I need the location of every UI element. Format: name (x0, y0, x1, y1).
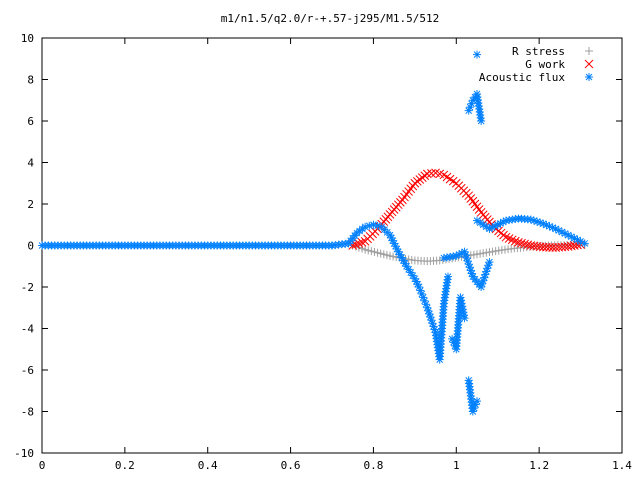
point (580, 239, 589, 248)
point (464, 106, 473, 115)
x-tick-label: 0.6 (281, 459, 301, 472)
legend-marker (584, 59, 594, 69)
point (427, 169, 436, 178)
point (548, 243, 557, 252)
x-tick-label: 0.2 (115, 459, 135, 472)
axes: 0 0.2 0.4 0.6 0.8 1 1.2 1.4 -10 -8 -6 -4 -2 0 2 4 6 8 10 (14, 32, 632, 472)
point (545, 222, 554, 231)
y-tick-label: 2 (27, 198, 34, 211)
point (570, 234, 579, 243)
point (510, 236, 520, 246)
y-tick-label: 10 (21, 32, 34, 45)
legend-label: R stress (512, 45, 565, 58)
point (444, 272, 452, 281)
y-tick-label: -6 (21, 364, 34, 377)
point (348, 241, 358, 250)
point (357, 238, 367, 247)
point (477, 117, 486, 125)
y-tick-label: 6 (27, 115, 34, 128)
x-tick-label: 1.4 (612, 459, 632, 472)
point (470, 404, 479, 413)
point (473, 397, 481, 406)
y-tick-label: -2 (21, 281, 34, 294)
chart-title: m1/n1.5/q2.0/r-+.57-j295/M1.5/512 (221, 12, 440, 25)
point (468, 407, 477, 416)
y-tick-label: 4 (27, 157, 34, 170)
legend-marker (585, 73, 593, 81)
point (467, 99, 476, 108)
y-tick-label: -10 (14, 447, 34, 460)
point (419, 293, 428, 302)
y-tick-label: 8 (27, 74, 34, 87)
x-tick-label: 0.8 (363, 459, 383, 472)
series-g-work (348, 168, 585, 252)
point (416, 286, 425, 295)
point (460, 314, 469, 323)
y-tick-label: -8 (21, 406, 34, 419)
point (504, 234, 514, 243)
legend-label: Acoustic flux (479, 71, 565, 84)
point (473, 50, 481, 59)
point (471, 400, 480, 409)
series-acoustic-flux (38, 50, 589, 416)
point (417, 289, 426, 298)
point (415, 283, 423, 291)
data-marks (38, 50, 589, 416)
y-tick-label: -4 (21, 323, 35, 336)
point (466, 103, 475, 112)
point (501, 232, 511, 242)
point (354, 239, 364, 248)
x-tick-label: 1.2 (529, 459, 549, 472)
x-tick-label: 0.4 (198, 459, 218, 472)
legend-marker (585, 47, 593, 55)
point (507, 235, 517, 245)
y-tick-label: 0 (27, 240, 34, 253)
legend-label: G work (525, 58, 565, 71)
x-tick-label: 1 (453, 459, 460, 472)
point (361, 222, 370, 231)
x-tick-label: 0 (39, 459, 46, 472)
point (485, 258, 494, 267)
point (422, 169, 432, 179)
point (420, 296, 429, 305)
